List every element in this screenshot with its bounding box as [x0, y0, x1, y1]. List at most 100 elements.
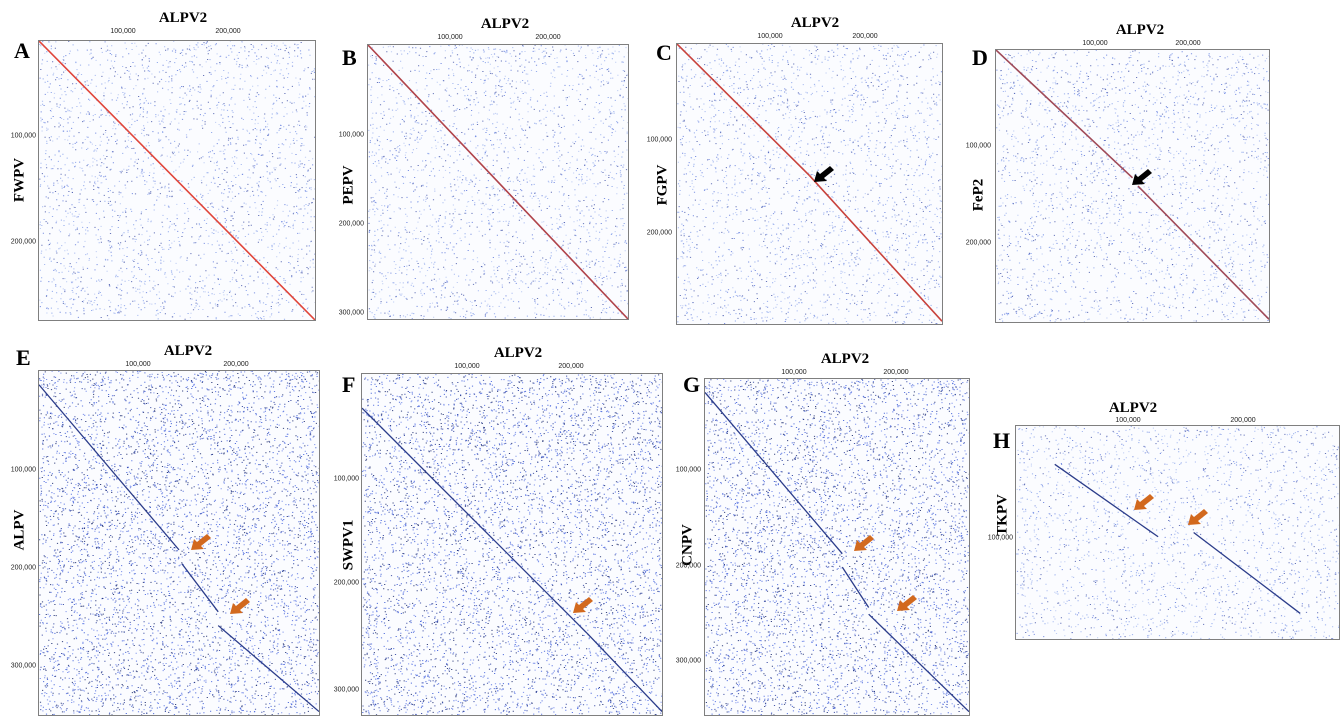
panel-f-dotplot	[361, 373, 663, 716]
panel-c-title: ALPV2	[790, 15, 840, 31]
panel-f-y-tick-3: 300,000	[333, 686, 359, 694]
panel-e-y-tick-1: 100,000	[10, 466, 36, 474]
panel-h-svg	[1016, 426, 1339, 639]
panel-label-d: D	[972, 45, 988, 70]
panel-e-dotplot	[38, 370, 320, 716]
panel-b-y-tick-1: 100,000	[338, 131, 364, 139]
panel-d-x-tick-2: 200,000	[1175, 40, 1201, 47]
panel-a-svg	[39, 41, 315, 320]
panel-h-noise-dots	[1016, 426, 1339, 639]
panel-g-svg	[705, 379, 969, 715]
panel-g-y-tick-3: 300,000	[675, 657, 701, 665]
panel-e-diagonal-segment-2	[181, 563, 219, 613]
panel-f-orange-arrow-icon-1	[573, 597, 593, 613]
panel-a-x-tick-1: 100,000	[110, 28, 136, 35]
panel-f-y-label: SWPV1	[340, 519, 357, 571]
panel-f-title: ALPV2	[493, 345, 543, 361]
panel-c-y-tick-2: 200,000	[646, 229, 672, 237]
panel-g-title: ALPV2	[820, 351, 870, 367]
panel-b-y-tick-3: 300,000	[338, 309, 364, 317]
panel-f-diagonal-segment-1	[362, 407, 588, 634]
panel-g-orange-arrow-icon-2	[897, 595, 917, 611]
panel-b-dotplot	[367, 44, 629, 320]
panel-a-x-tick-2: 200,000	[215, 28, 241, 35]
panel-h-orange-arrow-icon-2	[1188, 509, 1208, 525]
panel-e-x-tick-2: 200,000	[223, 361, 249, 368]
panel-a-title: ALPV2	[158, 10, 208, 26]
panel-h-orange-arrow-icon-1	[1134, 494, 1154, 510]
panel-g-diagonal-segment-3	[868, 613, 969, 713]
panel-d-title: ALPV2	[1115, 22, 1165, 38]
panel-f-x-tick-1: 100,000	[454, 363, 480, 370]
panel-b-x-tick-1: 100,000	[437, 34, 463, 41]
panel-b-diagonal-segment-1	[368, 45, 628, 319]
panel-e-diagonal-segment-3	[217, 625, 319, 713]
panel-c-diagonal-segment-2	[808, 175, 942, 322]
panel-a-y-label: FWPV	[11, 157, 28, 203]
panel-d-svg	[996, 50, 1269, 322]
panel-label-g: G	[683, 372, 701, 397]
panel-c-y-tick-1: 100,000	[646, 136, 672, 144]
panel-g-dotplot	[704, 378, 970, 716]
panel-label-e: E	[16, 345, 31, 370]
panel-c-dotplot	[676, 43, 943, 325]
panel-e-x-tick-1: 100,000	[125, 361, 151, 368]
panel-d-noise-dots	[996, 50, 1269, 322]
panel-h-x-tick-2: 200,000	[1230, 417, 1256, 424]
panel-g-noise-dots	[705, 379, 969, 715]
panel-b-y-label: PEPV	[340, 165, 357, 205]
panel-c-black-arrow-icon	[814, 166, 834, 182]
panel-c-x-tick-1: 100,000	[757, 33, 783, 40]
panel-e-diagonal-segment-1	[39, 384, 180, 551]
panel-a-y-tick-1: 100,000	[10, 132, 36, 140]
panel-f-x-tick-2: 200,000	[558, 363, 584, 370]
panel-d-diagonal-segment-2	[1137, 185, 1269, 320]
panel-g-y-label: CNPV	[679, 524, 696, 566]
panel-h-title: ALPV2	[1108, 400, 1158, 416]
panel-e-title: ALPV2	[163, 343, 213, 359]
panel-h-diagonal-segment-2	[1193, 531, 1301, 614]
panel-d-diagonal-segment-1	[996, 50, 1134, 179]
panel-label-f: F	[342, 372, 356, 397]
panel-c-svg	[677, 44, 942, 324]
panel-label-a: A	[14, 38, 30, 63]
panel-d-y-label: FeP2	[970, 178, 987, 212]
panel-label-c: C	[656, 40, 672, 65]
panel-c-x-tick-2: 200,000	[852, 33, 878, 40]
panel-e-y-tick-3: 300,000	[10, 662, 36, 670]
panel-b-x-tick-2: 200,000	[535, 34, 561, 41]
panel-g-x-tick-1: 100,000	[781, 369, 807, 376]
panel-e-orange-arrow-icon-1	[191, 534, 211, 550]
panel-f-diagonal-segment-2	[586, 632, 662, 713]
panel-h-y-tick-1: 100,000	[987, 534, 1013, 542]
panel-b-noise-dots	[368, 45, 628, 319]
panel-b-y-tick-2: 200,000	[338, 220, 364, 228]
panel-h-dotplot	[1015, 425, 1340, 640]
panel-h-x-tick-1: 100,000	[1115, 417, 1141, 424]
panel-g-orange-arrow-icon-1	[854, 535, 874, 551]
panel-f-y-tick-2: 200,000	[333, 579, 359, 587]
panel-d-y-tick-2: 200,000	[965, 239, 991, 247]
panel-a-diagonal-segment-1	[39, 41, 315, 320]
panel-d-dotplot	[995, 49, 1270, 323]
panel-g-diagonal-segment-2	[841, 566, 870, 608]
panel-a-noise-dots	[39, 41, 315, 320]
panel-g-y-tick-2: 200,000	[675, 562, 701, 570]
panel-e-noise-dots	[39, 371, 319, 715]
panel-c-y-label: FGPV	[654, 164, 671, 206]
panel-d-y-tick-1: 100,000	[965, 142, 991, 150]
panel-e-orange-arrow-icon-2	[230, 598, 250, 614]
panel-label-h: H	[993, 428, 1011, 453]
panel-d-black-arrow-icon	[1132, 169, 1152, 185]
panel-e-svg	[39, 371, 319, 715]
panel-b-svg	[368, 45, 628, 319]
panel-e-y-label: ALPV	[11, 509, 28, 551]
panel-f-svg	[362, 374, 662, 715]
panel-f-noise-dots	[362, 374, 662, 715]
panel-label-b: B	[342, 45, 357, 70]
panel-c-diagonal-segment-1	[677, 44, 811, 177]
panel-f-y-tick-1: 100,000	[333, 475, 359, 483]
panel-g-y-tick-1: 100,000	[675, 466, 701, 474]
panel-d-x-tick-1: 100,000	[1082, 40, 1108, 47]
panel-g-diagonal-segment-1	[705, 392, 843, 555]
